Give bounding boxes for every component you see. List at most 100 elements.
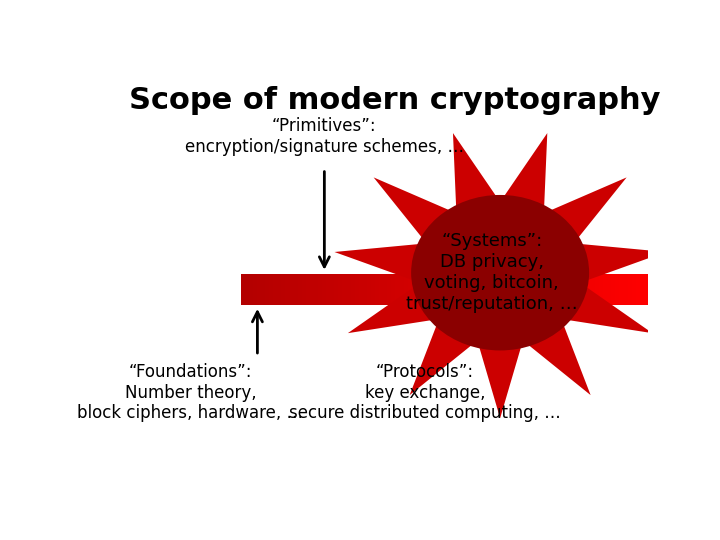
Bar: [440, 274, 444, 305]
Bar: [289, 274, 294, 305]
Bar: [322, 274, 326, 305]
Bar: [359, 274, 363, 305]
Bar: [375, 274, 379, 305]
Bar: [326, 274, 330, 305]
Bar: [245, 274, 249, 305]
Bar: [318, 274, 322, 305]
Bar: [314, 274, 318, 305]
Bar: [501, 274, 505, 305]
Bar: [338, 274, 343, 305]
Bar: [392, 274, 395, 305]
Bar: [346, 274, 351, 305]
Bar: [579, 274, 582, 305]
Bar: [513, 274, 518, 305]
Bar: [567, 274, 571, 305]
Bar: [538, 274, 542, 305]
Bar: [603, 274, 607, 305]
Bar: [265, 274, 269, 305]
Bar: [274, 274, 277, 305]
Bar: [253, 274, 257, 305]
Bar: [371, 274, 375, 305]
Bar: [306, 274, 310, 305]
Bar: [526, 274, 530, 305]
Bar: [571, 274, 575, 305]
Bar: [379, 274, 383, 305]
Bar: [343, 274, 346, 305]
Bar: [624, 274, 628, 305]
Bar: [534, 274, 538, 305]
Text: “Protocols”:
key exchange,
secure distributed computing, …: “Protocols”: key exchange, secure distri…: [289, 363, 561, 422]
Bar: [282, 274, 285, 305]
Bar: [575, 274, 579, 305]
Polygon shape: [334, 133, 666, 418]
Bar: [436, 274, 440, 305]
Bar: [607, 274, 611, 305]
Bar: [408, 274, 412, 305]
Text: Scope of modern cryptography: Scope of modern cryptography: [129, 85, 660, 114]
Bar: [334, 274, 338, 305]
Bar: [611, 274, 616, 305]
Bar: [400, 274, 404, 305]
Text: “Systems”:
DB privacy,
voting, bitcoin,
trust/reputation, …: “Systems”: DB privacy, voting, bitcoin, …: [406, 233, 577, 313]
Bar: [473, 274, 477, 305]
Bar: [469, 274, 473, 305]
Bar: [428, 274, 432, 305]
Bar: [631, 274, 636, 305]
Bar: [550, 274, 554, 305]
Bar: [452, 274, 456, 305]
Bar: [493, 274, 498, 305]
Bar: [395, 274, 400, 305]
Bar: [330, 274, 334, 305]
Bar: [297, 274, 302, 305]
Bar: [542, 274, 546, 305]
Bar: [616, 274, 619, 305]
Text: “Primitives”:
encryption/signature schemes, …: “Primitives”: encryption/signature schem…: [185, 118, 464, 156]
Bar: [424, 274, 428, 305]
Bar: [261, 274, 265, 305]
Bar: [510, 274, 513, 305]
Bar: [464, 274, 469, 305]
Bar: [591, 274, 595, 305]
Bar: [269, 274, 274, 305]
Bar: [562, 274, 567, 305]
Bar: [518, 274, 522, 305]
Bar: [489, 274, 493, 305]
Bar: [522, 274, 526, 305]
Bar: [485, 274, 489, 305]
Bar: [595, 274, 599, 305]
Bar: [240, 274, 245, 305]
Bar: [249, 274, 253, 305]
Bar: [582, 274, 587, 305]
Bar: [294, 274, 297, 305]
Bar: [599, 274, 603, 305]
Bar: [628, 274, 631, 305]
Bar: [461, 274, 464, 305]
Text: “Foundations”:
Number theory,
block ciphers, hardware, …: “Foundations”: Number theory, block ciph…: [78, 363, 303, 422]
Bar: [505, 274, 510, 305]
Bar: [416, 274, 420, 305]
Bar: [257, 274, 261, 305]
Bar: [481, 274, 485, 305]
Bar: [387, 274, 392, 305]
Bar: [383, 274, 387, 305]
Bar: [559, 274, 562, 305]
Bar: [498, 274, 501, 305]
Bar: [285, 274, 289, 305]
Bar: [277, 274, 282, 305]
Bar: [456, 274, 461, 305]
Bar: [404, 274, 408, 305]
Bar: [367, 274, 371, 305]
Bar: [530, 274, 534, 305]
Bar: [636, 274, 640, 305]
Bar: [546, 274, 550, 305]
Bar: [355, 274, 359, 305]
Bar: [310, 274, 314, 305]
Bar: [587, 274, 591, 305]
Bar: [351, 274, 355, 305]
Bar: [619, 274, 624, 305]
Bar: [554, 274, 559, 305]
Bar: [640, 274, 644, 305]
Bar: [449, 274, 452, 305]
Ellipse shape: [411, 195, 589, 350]
Bar: [420, 274, 424, 305]
